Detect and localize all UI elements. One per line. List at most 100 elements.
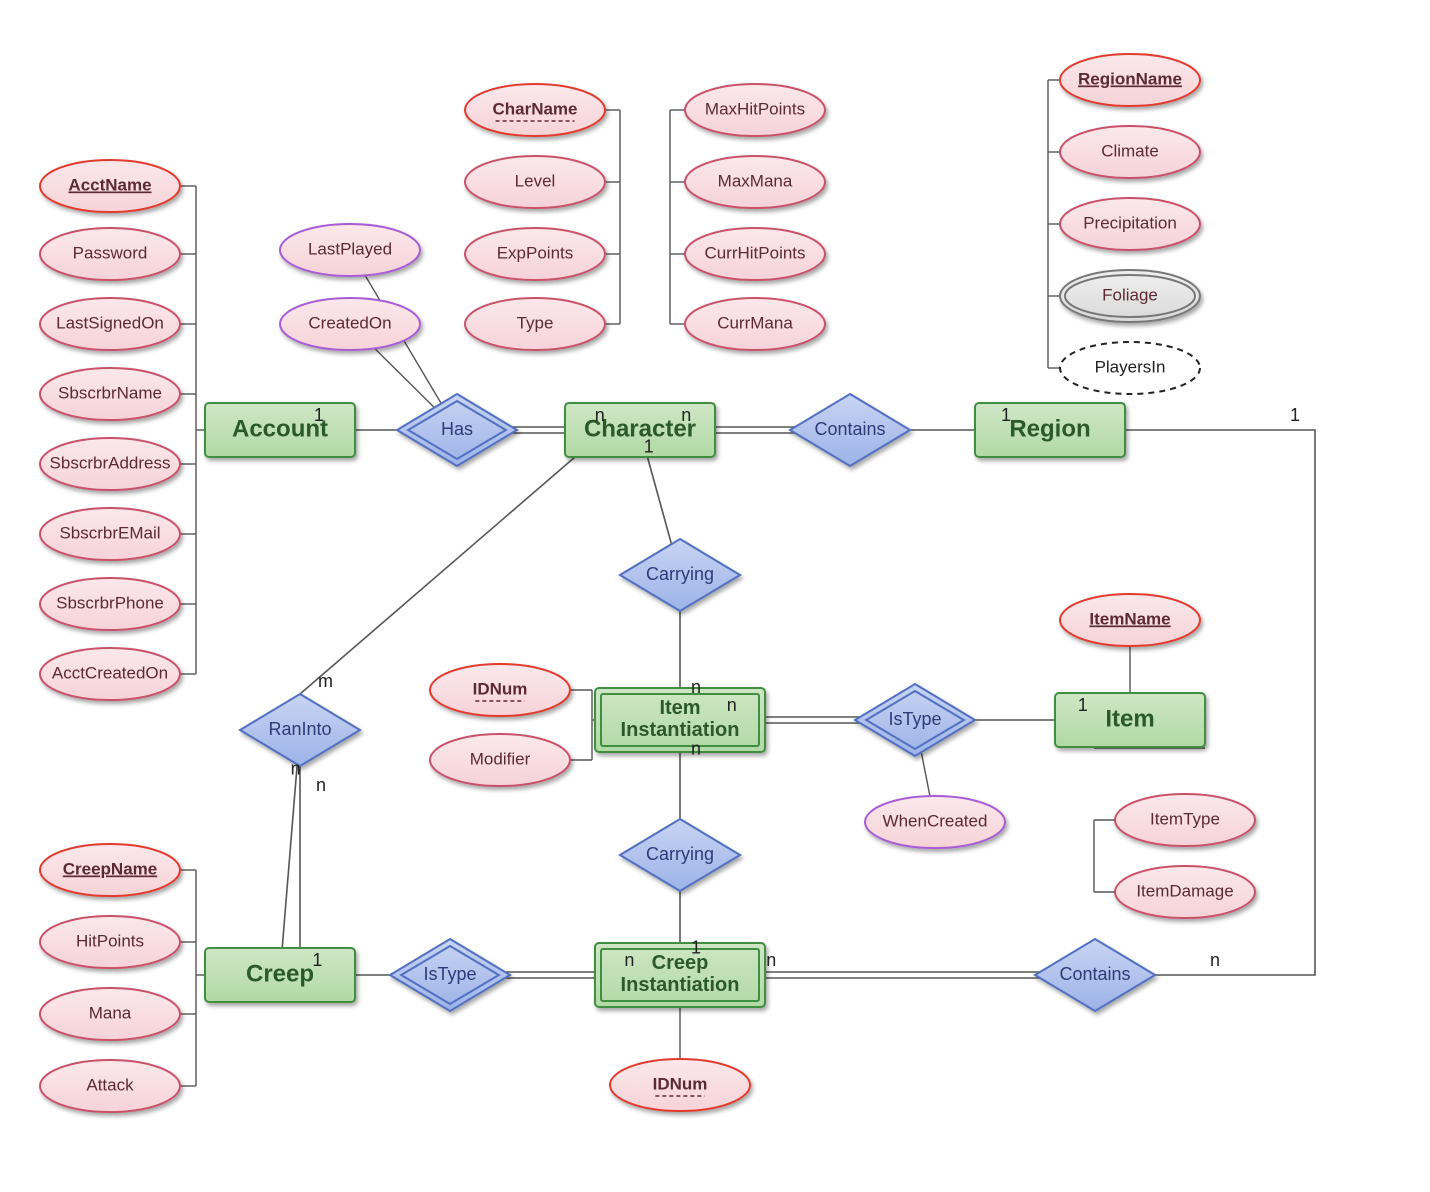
attribute-charname: CharName [465, 84, 605, 136]
svg-text:IDNum: IDNum [473, 679, 528, 698]
attribute-whencreated: WhenCreated [865, 796, 1005, 848]
attribute-precip: Precipitation [1060, 198, 1200, 250]
svg-text:ItemDamage: ItemDamage [1136, 881, 1233, 900]
svg-text:Modifier: Modifier [470, 749, 531, 768]
entity-account: Account [205, 403, 355, 457]
entity-iteminst: ItemInstantiation [595, 688, 765, 752]
svg-text:LastSignedOn: LastSignedOn [56, 313, 164, 332]
relationship-carrying2: Carrying [620, 819, 740, 891]
svg-text:Carrying: Carrying [646, 844, 714, 864]
svg-text:Foliage: Foliage [1102, 285, 1158, 304]
svg-text:1: 1 [314, 405, 324, 425]
attribute-idnum1: IDNum [430, 664, 570, 716]
svg-text:Carrying: Carrying [646, 564, 714, 584]
attribute-itemtype: ItemType [1115, 794, 1255, 846]
svg-text:Climate: Climate [1101, 141, 1159, 160]
svg-text:CharName: CharName [492, 99, 577, 118]
attribute-regionname: RegionName [1060, 54, 1200, 106]
attribute-maxmana: MaxMana [685, 156, 825, 208]
attribute-playersin: PlayersIn [1060, 342, 1200, 394]
attribute-sbscrbrname: SbscrbrName [40, 368, 180, 420]
attribute-currhit: CurrHitPoints [685, 228, 825, 280]
svg-text:PlayersIn: PlayersIn [1095, 357, 1166, 376]
svg-text:n: n [691, 677, 701, 697]
svg-text:Creep: Creep [246, 960, 314, 987]
svg-text:RegionName: RegionName [1078, 69, 1182, 88]
relationship-contains2: Contains [1035, 939, 1155, 1011]
attribute-modifier: Modifier [430, 734, 570, 786]
svg-text:CurrMana: CurrMana [717, 313, 793, 332]
svg-text:MaxHitPoints: MaxHitPoints [705, 99, 805, 118]
attribute-lastplayed: LastPlayed [280, 224, 420, 276]
svg-text:n: n [681, 405, 691, 425]
svg-text:IsType: IsType [423, 964, 476, 984]
svg-text:IDNum: IDNum [653, 1074, 708, 1093]
attribute-currmana: CurrMana [685, 298, 825, 350]
attribute-acctcreatedon: AcctCreatedOn [40, 648, 180, 700]
svg-text:Contains: Contains [1059, 964, 1130, 984]
attribute-password: Password [40, 228, 180, 280]
svg-text:Type: Type [517, 313, 554, 332]
svg-text:RanInto: RanInto [268, 719, 331, 739]
svg-text:n: n [691, 738, 701, 758]
svg-text:AcctCreatedOn: AcctCreatedOn [52, 663, 168, 682]
relationship-raninto: RanInto [240, 694, 360, 766]
svg-text:AcctName: AcctName [68, 175, 151, 194]
relationship-has: Has [397, 394, 517, 466]
svg-text:n: n [1210, 950, 1220, 970]
svg-text:HitPoints: HitPoints [76, 931, 144, 950]
attribute-sbscrbrphone: SbscrbrPhone [40, 578, 180, 630]
entity-creep: Creep [205, 948, 355, 1002]
svg-text:ExpPoints: ExpPoints [497, 243, 574, 262]
attribute-createdon: CreatedOn [280, 298, 420, 350]
svg-text:CreepName: CreepName [63, 859, 158, 878]
svg-text:1: 1 [312, 950, 322, 970]
svg-text:Attack: Attack [86, 1075, 134, 1094]
svg-text:SbscrbrPhone: SbscrbrPhone [56, 593, 164, 612]
svg-text:1: 1 [1001, 405, 1011, 425]
attribute-mana: Mana [40, 988, 180, 1040]
attribute-itemname: ItemName [1060, 594, 1200, 646]
svg-text:Contains: Contains [814, 419, 885, 439]
svg-text:n: n [316, 775, 326, 795]
relationship-contains1: Contains [790, 394, 910, 466]
attribute-exppoints: ExpPoints [465, 228, 605, 280]
svg-text:Precipitation: Precipitation [1083, 213, 1177, 232]
svg-text:IsType: IsType [888, 709, 941, 729]
svg-text:SbscrbrName: SbscrbrName [58, 383, 162, 402]
svg-text:n: n [624, 950, 634, 970]
svg-text:Has: Has [441, 419, 473, 439]
relationship-istype2: IsType [390, 939, 510, 1011]
relationship-carrying1: Carrying [620, 539, 740, 611]
svg-text:LastPlayed: LastPlayed [308, 239, 392, 258]
svg-text:n: n [595, 405, 605, 425]
svg-text:Level: Level [515, 171, 556, 190]
attribute-attack: Attack [40, 1060, 180, 1112]
attribute-acctname: AcctName [40, 160, 180, 212]
attribute-type: Type [465, 298, 605, 350]
svg-text:1: 1 [644, 437, 654, 457]
svg-text:Region: Region [1009, 415, 1090, 442]
er-diagram-root: AccountCharacterRegionItemInstantiationI… [0, 0, 1430, 1192]
attribute-climate: Climate [1060, 126, 1200, 178]
shapes-layer: AccountCharacterRegionItemInstantiationI… [40, 54, 1255, 1112]
attribute-idnum2: IDNum [610, 1059, 750, 1111]
svg-text:m: m [318, 671, 333, 691]
svg-text:ItemName: ItemName [1089, 609, 1170, 628]
svg-text:MaxMana: MaxMana [718, 171, 793, 190]
entity-region: Region [975, 403, 1125, 457]
attribute-sbscrbraddr: SbscrbrAddress [40, 438, 180, 490]
entity-creepinst: CreepInstantiation [595, 943, 765, 1007]
svg-text:n: n [727, 695, 737, 715]
svg-text:CurrHitPoints: CurrHitPoints [704, 243, 805, 262]
attribute-itemdamage: ItemDamage [1115, 866, 1255, 918]
svg-text:n: n [766, 950, 776, 970]
svg-text:SbscrbrAddress: SbscrbrAddress [50, 453, 171, 472]
attribute-hitpoints: HitPoints [40, 916, 180, 968]
svg-text:Item: Item [1105, 705, 1154, 732]
svg-text:1: 1 [1078, 695, 1088, 715]
relationship-istype1: IsType [855, 684, 975, 756]
attribute-sbscrbremail: SbscrbrEMail [40, 508, 180, 560]
attribute-lastsignedon: LastSignedOn [40, 298, 180, 350]
svg-text:1: 1 [691, 937, 701, 957]
